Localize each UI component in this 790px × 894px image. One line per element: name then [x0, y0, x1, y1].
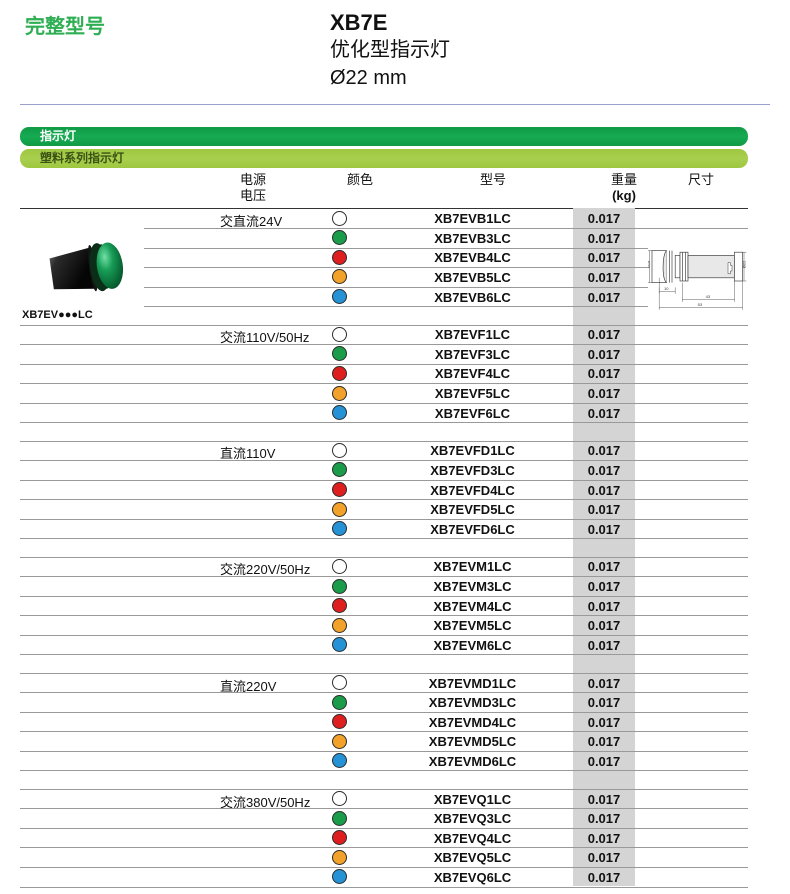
svg-text:10: 10	[664, 286, 669, 291]
svg-text:43: 43	[706, 294, 711, 299]
svg-text:53: 53	[698, 302, 703, 307]
svg-text:Ø22: Ø22	[742, 260, 747, 268]
svg-text:Ø28: Ø28	[648, 260, 651, 268]
